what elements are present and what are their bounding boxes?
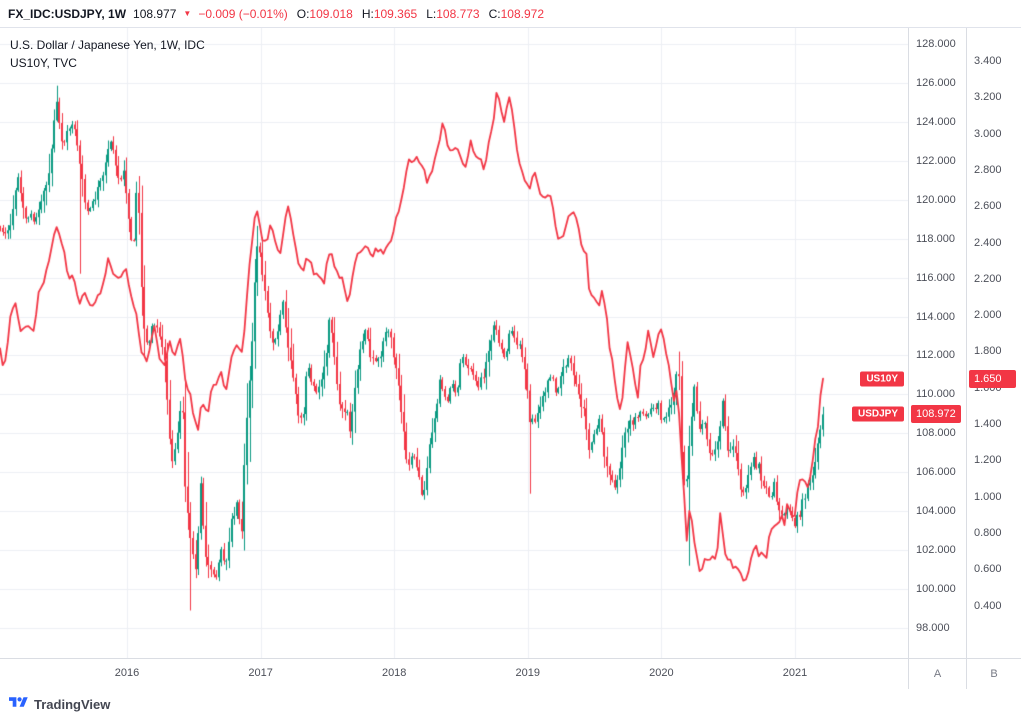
time-tick-label: 2016 <box>114 667 140 679</box>
high-value: H:109.365 <box>361 6 418 21</box>
price-tick-label: 110.000 <box>916 388 955 401</box>
last-price: 108.977 <box>133 6 177 21</box>
price-tick-label: 118.000 <box>916 232 955 245</box>
us10y-price-badge: 1.650 <box>969 369 1016 388</box>
price-down-arrow-icon: ▼ <box>183 8 192 18</box>
tradingview-logo-icon <box>9 695 28 715</box>
yield-tick-label: 1.200 <box>974 454 1002 467</box>
chart-legend: U.S. Dollar / Japanese Yen, 1W, IDC US10… <box>10 36 205 72</box>
us10y-series-badge: US10Y <box>860 371 904 387</box>
price-tick-label: 102.000 <box>916 544 956 557</box>
yield-tick-label: 2.000 <box>974 309 1002 322</box>
price-tick-label: 104.000 <box>916 505 956 518</box>
price-tick-label: 106.000 <box>916 466 956 479</box>
price-tick-label: 108.000 <box>916 427 956 440</box>
yield-tick-label: 2.800 <box>974 163 1002 176</box>
time-tick-label: 2021 <box>782 667 808 679</box>
scale-a-button[interactable]: A <box>908 658 966 689</box>
yield-tick-label: 3.000 <box>974 127 1002 140</box>
usdjpy-series-badge: USDJPY <box>851 406 904 422</box>
scale-b-button[interactable]: B <box>966 658 1021 689</box>
price-tick-label: 116.000 <box>916 271 955 284</box>
tradingview-attribution-link[interactable]: TradingView <box>9 695 110 715</box>
price-tick-label: 112.000 <box>916 349 955 362</box>
yield-tick-label: 3.400 <box>974 55 1002 67</box>
yield-tick-label: 3.200 <box>974 91 1002 104</box>
price-tick-label: 126.000 <box>916 76 956 89</box>
legend-overlay-series[interactable]: US10Y, TVC <box>10 56 77 70</box>
yield-tick-label: 0.800 <box>974 526 1002 539</box>
price-tick-label: 100.000 <box>916 583 956 596</box>
time-tick-label: 2017 <box>248 667 273 679</box>
time-tick-label: 2018 <box>381 667 407 679</box>
ohlc-info-bar: FX_IDC:USDJPY, 1W 108.977 ▼ −0.009 (−0.0… <box>0 0 1021 28</box>
price-tick-label: 114.000 <box>916 310 955 323</box>
yield-tick-label: 0.400 <box>974 599 1002 612</box>
yield-tick-label: 2.400 <box>974 236 1002 249</box>
price-scale-us10y[interactable]: 1.650 3.400 3.200 3.000 2.800 2.600 2.400 2.20… <box>966 28 1021 658</box>
yield-tick-label: 0.600 <box>974 563 1002 576</box>
yield-tick-label: 1.000 <box>974 490 1002 503</box>
price-tick-label: 120.000 <box>916 193 956 206</box>
time-tick-label: 2020 <box>649 667 674 679</box>
footer-bar: TradingView <box>0 689 1021 720</box>
tradingview-brand-text: TradingView <box>34 697 111 712</box>
price-tick-label: 128.000 <box>916 38 956 50</box>
price-scale-usdjpy[interactable]: 108.972 128.000 126.000 124.000 122.000 120.… <box>908 28 966 658</box>
low-value: L:108.773 <box>426 6 480 21</box>
price-tick-label: 122.000 <box>916 154 956 167</box>
yield-tick-label: 2.600 <box>974 200 1002 213</box>
yield-tick-label: 1.400 <box>974 418 1002 430</box>
close-value: C:108.972 <box>488 6 544 21</box>
time-scale[interactable]: 2016 2017 2018 2019 2020 2021 <box>0 658 908 689</box>
chart-pane[interactable] <box>0 28 908 658</box>
time-tick-label: 2019 <box>515 667 541 679</box>
price-change: −0.009 (−0.01%) <box>198 6 288 21</box>
symbol-title[interactable]: FX_IDC:USDJPY, 1W <box>8 6 127 21</box>
legend-main-series[interactable]: U.S. Dollar / Japanese Yen, 1W, IDC <box>10 38 205 52</box>
yield-tick-label: 1.800 <box>974 345 1002 358</box>
ohlc-values: O:109.018 H:109.365 L:108.773 C:108.972 <box>297 7 544 21</box>
open-value: O:109.018 <box>296 6 353 21</box>
price-tick-label: 124.000 <box>916 115 956 128</box>
usdjpy-price-badge: 108.972 <box>911 405 961 424</box>
price-tick-label: 98.000 <box>916 622 950 634</box>
yield-tick-label: 2.200 <box>974 272 1002 285</box>
